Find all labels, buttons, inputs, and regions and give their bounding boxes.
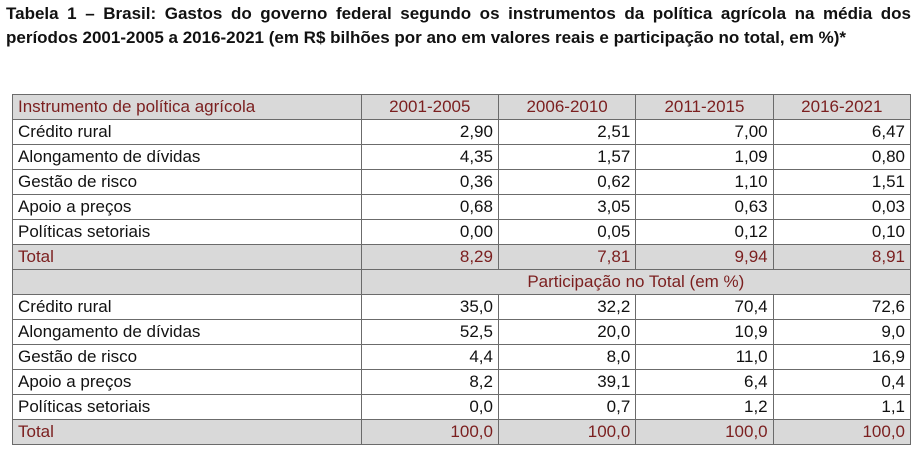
cell-value: 9,0 <box>772 319 912 345</box>
total-value: 7,81 <box>497 244 637 270</box>
cell-value: 8,2 <box>360 369 499 395</box>
cell-value: 6,4 <box>635 369 774 395</box>
table-row: Crédito rural 35,0 32,2 70,4 72,6 <box>12 294 912 320</box>
cell-value: 72,6 <box>772 294 912 320</box>
share-header-blank <box>12 269 362 295</box>
row-label: Políticas setoriais <box>12 394 362 420</box>
row-label: Alongamento de dívidas <box>12 144 362 170</box>
header-period: 2006-2010 <box>497 94 637 120</box>
row-label: Apoio a preços <box>12 369 362 395</box>
row-label: Apoio a preços <box>12 194 362 220</box>
cell-value: 7,00 <box>635 119 774 145</box>
cell-value: 3,05 <box>497 194 637 220</box>
total-value: 8,91 <box>772 244 912 270</box>
cell-value: 6,47 <box>772 119 912 145</box>
share-section-header: Participação no Total (em %) <box>12 269 912 295</box>
cell-value: 0,03 <box>772 194 912 220</box>
table-row: Apoio a preços 0,68 3,05 0,63 0,03 <box>12 194 912 220</box>
cell-value: 0,00 <box>360 219 499 245</box>
cell-value: 0,0 <box>360 394 499 420</box>
cell-value: 32,2 <box>497 294 637 320</box>
cell-value: 0,12 <box>635 219 774 245</box>
table-caption: Tabela 1 – Brasil: Gastos do governo fed… <box>6 4 911 47</box>
cell-value: 39,1 <box>497 369 637 395</box>
cell-value: 2,90 <box>360 119 499 145</box>
cell-value: 1,10 <box>635 169 774 195</box>
cell-value: 0,63 <box>635 194 774 220</box>
cell-value: 35,0 <box>360 294 499 320</box>
total-value: 100,0 <box>360 419 499 445</box>
cell-value: 1,09 <box>635 144 774 170</box>
cell-value: 2,51 <box>497 119 637 145</box>
cell-value: 16,9 <box>772 344 912 370</box>
cell-value: 1,51 <box>772 169 912 195</box>
cell-value: 0,10 <box>772 219 912 245</box>
spending-table: Instrumento de política agrícola 2001-20… <box>12 94 912 445</box>
cell-value: 0,68 <box>360 194 499 220</box>
row-label: Gestão de risco <box>12 344 362 370</box>
row-label: Gestão de risco <box>12 169 362 195</box>
cell-value: 0,05 <box>497 219 637 245</box>
cell-value: 8,0 <box>497 344 637 370</box>
cell-value: 1,1 <box>772 394 912 420</box>
row-label: Crédito rural <box>12 119 362 145</box>
total-value: 100,0 <box>497 419 637 445</box>
table-row: Gestão de risco 4,4 8,0 11,0 16,9 <box>12 344 912 370</box>
cell-value: 0,36 <box>360 169 499 195</box>
table-row: Políticas setoriais 0,0 0,7 1,2 1,1 <box>12 394 912 420</box>
table-row: Crédito rural 2,90 2,51 7,00 6,47 <box>12 119 912 145</box>
row-label: Alongamento de dívidas <box>12 319 362 345</box>
total-value: 9,94 <box>635 244 774 270</box>
header-period: 2001-2005 <box>360 94 499 120</box>
table-row: Alongamento de dívidas 4,35 1,57 1,09 0,… <box>12 144 912 170</box>
cell-value: 11,0 <box>635 344 774 370</box>
cell-value: 4,4 <box>360 344 499 370</box>
total-row: Total 100,0 100,0 100,0 100,0 <box>12 419 912 445</box>
row-label: Crédito rural <box>12 294 362 320</box>
header-period: 2011-2015 <box>635 94 774 120</box>
cell-value: 10,9 <box>635 319 774 345</box>
total-label: Total <box>12 419 362 445</box>
total-row: Total 8,29 7,81 9,94 8,91 <box>12 244 912 270</box>
cell-value: 4,35 <box>360 144 499 170</box>
table-row: Alongamento de dívidas 52,5 20,0 10,9 9,… <box>12 319 912 345</box>
share-section-title: Participação no Total (em %) <box>360 269 912 295</box>
total-label: Total <box>12 244 362 270</box>
table-row: Apoio a preços 8,2 39,1 6,4 0,4 <box>12 369 912 395</box>
cell-value: 1,2 <box>635 394 774 420</box>
cell-value: 0,80 <box>772 144 912 170</box>
cell-value: 0,4 <box>772 369 912 395</box>
table-row: Políticas setoriais 0,00 0,05 0,12 0,10 <box>12 219 912 245</box>
row-label: Políticas setoriais <box>12 219 362 245</box>
cell-value: 0,7 <box>497 394 637 420</box>
header-instrument-label: Instrumento de política agrícola <box>12 94 362 120</box>
cell-value: 1,57 <box>497 144 637 170</box>
total-value: 100,0 <box>772 419 912 445</box>
cell-value: 20,0 <box>497 319 637 345</box>
table-row: Gestão de risco 0,36 0,62 1,10 1,51 <box>12 169 912 195</box>
header-row: Instrumento de política agrícola 2001-20… <box>12 94 912 120</box>
total-value: 8,29 <box>360 244 499 270</box>
total-value: 100,0 <box>635 419 774 445</box>
header-period: 2016-2021 <box>772 94 912 120</box>
cell-value: 70,4 <box>635 294 774 320</box>
cell-value: 0,62 <box>497 169 637 195</box>
cell-value: 52,5 <box>360 319 499 345</box>
